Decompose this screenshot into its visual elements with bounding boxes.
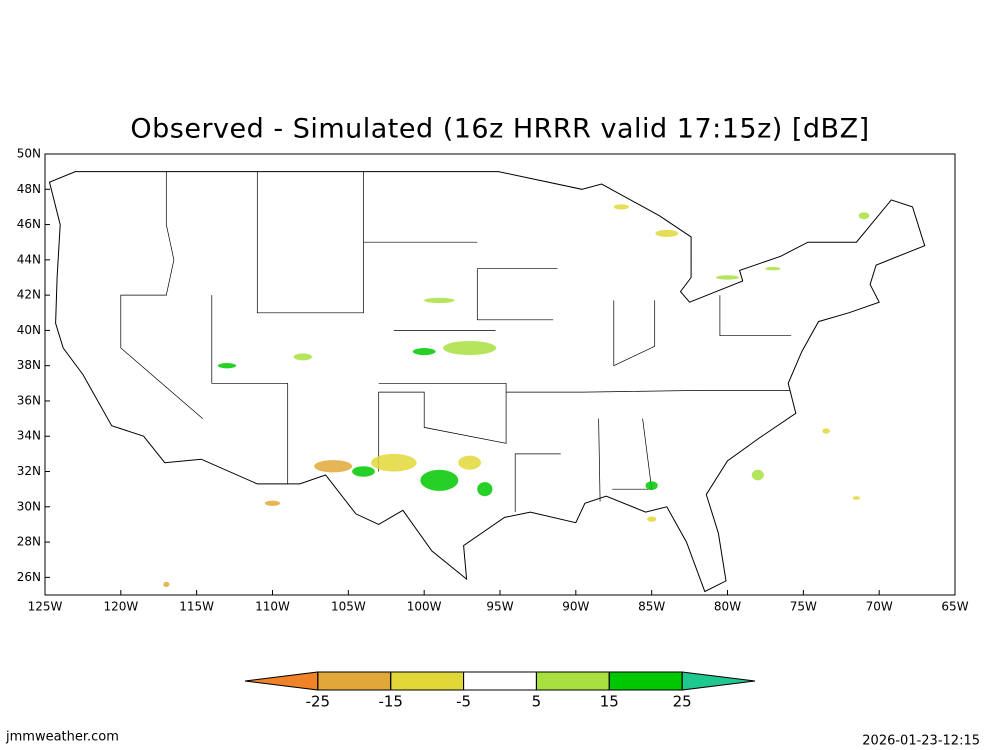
y-tick-label: 34N [17,429,41,443]
state-border [506,390,790,393]
colorbar-label: -15 [378,693,403,711]
colorbar-label: -5 [456,693,471,711]
radar-difference-patch [822,428,830,434]
state-border [719,295,792,337]
radar-difference-patch [163,581,170,588]
x-tick-label: 85W [638,600,665,614]
x-tick-label: 120W [103,600,138,614]
y-tick-label: 30N [17,499,41,513]
x-tick-label: 125W [28,600,63,614]
colorbar-bin [463,671,537,691]
colorbar-label: 5 [532,693,542,711]
x-tick-label: 110W [255,600,290,614]
radar-difference-patch [716,275,739,280]
y-tick-label: 44N [17,252,41,266]
radar-difference-patch [217,363,237,369]
state-border [476,268,558,321]
radar-difference-patch [424,297,455,304]
colorbar-label: -25 [306,693,331,711]
x-tick-label: 100W [407,600,442,614]
radar-difference-patch [264,500,281,506]
y-tick-label: 42N [17,288,41,302]
footer-timestamp: 2026-01-23-12:15 [862,734,980,749]
radar-difference-patch [852,496,861,500]
radar-difference-patch [477,482,493,497]
x-tick-label: 70W [866,600,893,614]
radar-difference-patch [458,455,482,470]
x-tick-label: 105W [331,600,366,614]
y-tick-label: 48N [17,182,41,196]
colorbar-bin [244,671,319,691]
colorbar-label: 25 [673,693,692,711]
y-tick-label: 28N [17,535,41,549]
state-border [256,171,364,314]
x-tick-label: 80W [714,600,741,614]
radar-difference-patch [751,469,764,481]
radar-difference-patch [613,204,629,210]
map-title: Observed - Simulated (16z HRRR valid 17:… [130,114,869,145]
state-border [514,453,561,513]
radar-difference-patch [647,516,657,522]
colorbar-bin [608,671,683,691]
y-tick-label: 46N [17,217,41,231]
radar-difference-patch [293,353,312,361]
x-tick-label: 65W [941,600,968,614]
colorbar-bin [317,671,392,691]
radar-difference-patch [420,469,459,491]
state-border [211,295,289,484]
radar-difference-patch [412,348,436,356]
map: 125W 120W 115W 110W 105W 100W 95W 90W 85W 80W 75W 7… [17,147,969,614]
colorbar-bin [681,671,756,691]
x-tick-label: 90W [562,600,589,614]
state-border [120,171,203,419]
colorbar-bin [535,671,610,691]
radar-difference-patch [858,212,870,220]
radar-difference-patch [443,341,497,356]
y-tick-label: 38N [17,358,41,372]
state-border [613,300,656,367]
radar-difference-patch [352,466,375,477]
radar-difference-patch [655,229,679,237]
y-tick-label: 40N [17,323,41,337]
radar-difference-patch [645,481,658,491]
state-border [612,418,653,490]
radar-difference-patch [765,266,781,271]
colorbar-label: 15 [600,693,619,711]
x-tick-label: 75W [790,600,817,614]
us-outline [48,171,926,593]
colorbar: -25 -15 -5 5 15 25 [244,671,756,711]
radar-difference-patch [371,453,417,472]
x-tick-label: 95W [486,600,513,614]
y-tick-label: 32N [17,464,41,478]
y-tick-label: 26N [17,570,41,584]
y-tick-label: 50N [17,147,41,161]
map-frame [44,153,956,596]
colorbar-bin [390,671,465,691]
footer-site: jmmweather.com [5,730,119,745]
state-border [378,382,507,472]
radar-difference-patch [314,460,353,473]
state-border [598,418,601,502]
x-tick-label: 115W [179,600,214,614]
y-tick-label: 36N [17,393,41,407]
